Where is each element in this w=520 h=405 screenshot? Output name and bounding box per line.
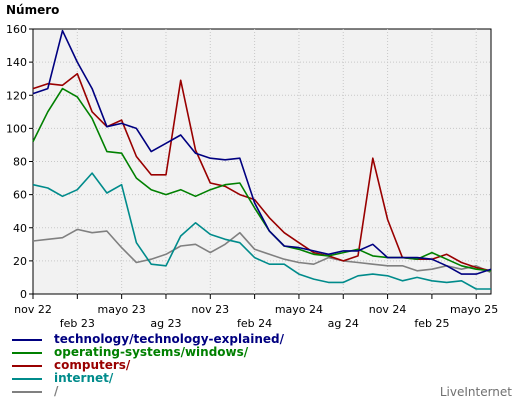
x-tick-label: mayo 25 [450, 303, 498, 316]
y-tick-label: 100 [6, 122, 27, 135]
watermark-liveinternet: LiveInternet [439, 385, 512, 399]
legend-swatch [12, 365, 42, 367]
x-tick-label: feb 25 [414, 317, 449, 330]
legend-swatch [12, 352, 42, 354]
legend-label: operating-systems/windows/ [54, 345, 249, 359]
x-tick-label: mayo 23 [98, 303, 146, 316]
y-tick-label: 160 [6, 23, 27, 36]
series-line [32, 172, 491, 290]
y-tick-label: 40 [13, 222, 27, 235]
legend-label: computers/ [54, 358, 131, 372]
y-axis-label: Número [6, 3, 59, 17]
x-tick-label: nov 22 [14, 303, 52, 316]
legend-swatch [12, 378, 42, 380]
y-tick-label: 0 [20, 288, 27, 301]
y-tick-label: 20 [13, 255, 27, 268]
x-tick-label: nov 23 [191, 303, 229, 316]
legend-swatch [12, 391, 42, 393]
x-tick-label: feb 24 [237, 317, 272, 330]
line-chart: Número 0 20 40 60 80 100 120 140 160 nov 22 feb 23… [6, 3, 498, 330]
y-tick-label: 120 [6, 89, 27, 102]
x-tick-label: nov 24 [369, 303, 407, 316]
x-tick-label: feb 23 [60, 317, 95, 330]
legend-label: technology/technology-explained/ [54, 332, 284, 346]
y-tick-label: 80 [13, 156, 27, 169]
x-tick-label: ag 23 [150, 317, 181, 330]
y-tick-label: 60 [13, 189, 27, 202]
series-line [32, 87, 492, 272]
x-tick-label: ag 24 [328, 317, 359, 330]
y-tick-label: 140 [6, 56, 27, 69]
legend-label: / [54, 384, 59, 398]
series-lines [32, 29, 492, 290]
series-line [32, 29, 492, 275]
legend-swatch [12, 339, 42, 341]
legend-label: internet/ [54, 371, 114, 385]
series-line [32, 228, 492, 274]
x-tick-label: mayo 24 [275, 303, 323, 316]
